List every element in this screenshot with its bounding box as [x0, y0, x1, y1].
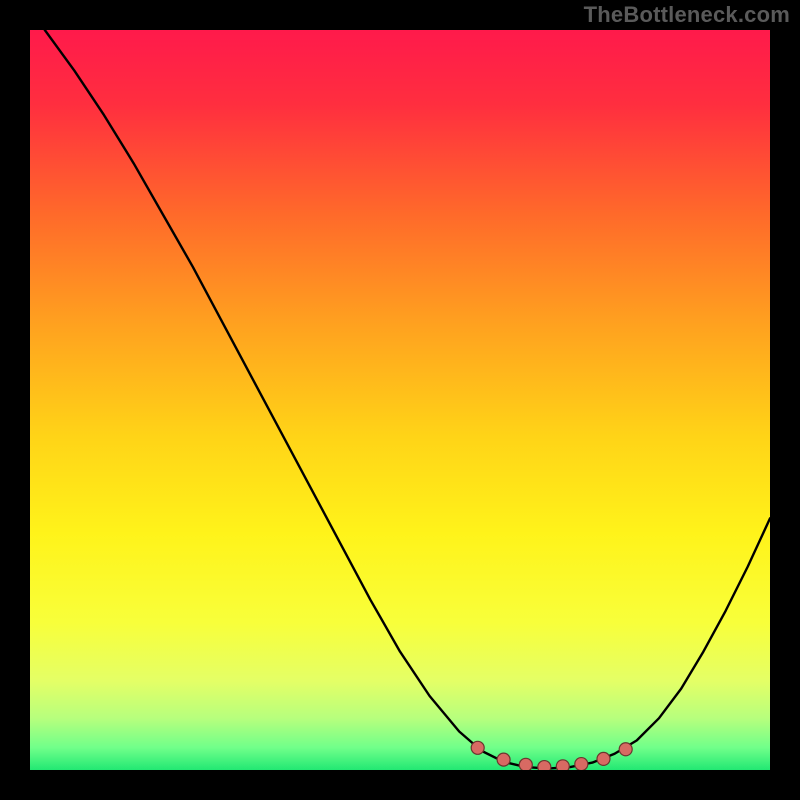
- marker-point: [519, 758, 532, 770]
- plot-area: [30, 30, 770, 770]
- watermark-text: TheBottleneck.com: [584, 2, 790, 28]
- gradient-background: [30, 30, 770, 770]
- marker-point: [538, 761, 551, 770]
- marker-point: [619, 743, 632, 756]
- marker-point: [471, 741, 484, 754]
- chart-frame: TheBottleneck.com: [0, 0, 800, 800]
- marker-point: [556, 760, 569, 770]
- marker-point: [575, 758, 588, 770]
- marker-point: [497, 753, 510, 766]
- chart-svg: [30, 30, 770, 770]
- marker-point: [597, 752, 610, 765]
